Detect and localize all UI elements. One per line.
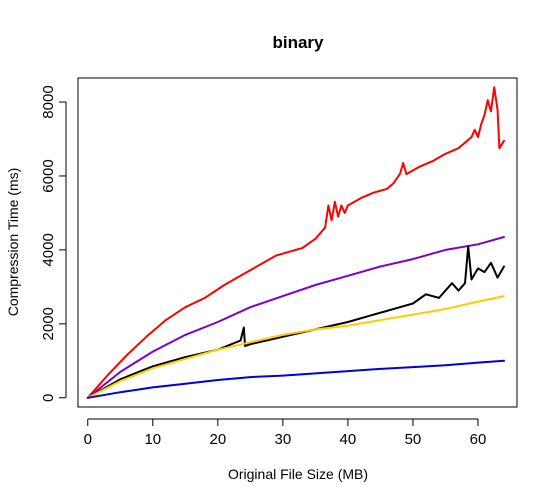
series-line-4 [86,295,505,399]
y-tick-label: 2000 [40,307,57,340]
x-axis: 0 10 20 30 40 50 60 [84,418,487,448]
series-line-3 [86,245,505,399]
y-tick-label: 6000 [40,159,57,192]
series-layer [86,86,505,399]
series-line-2 [86,236,505,399]
y-tick-label: 8000 [40,85,57,118]
x-tick-label: 50 [405,431,422,448]
x-axis-label: Original File Size (MB) [228,466,368,482]
x-tick-label: 60 [470,431,487,448]
x-tick-label: 0 [84,431,92,448]
x-tick-label: 40 [340,431,357,448]
y-axis-label: Compression Time (ms) [5,168,21,317]
chart-title: binary [272,33,324,52]
x-tick-label: 20 [209,431,226,448]
x-tick-label: 30 [275,431,292,448]
y-tick-label: 4000 [40,233,57,266]
x-tick-label: 10 [144,431,161,448]
y-tick-label: 0 [40,394,57,402]
y-axis: 0 2000 4000 6000 8000 [40,85,67,402]
series-line-1 [86,86,505,399]
series-line-5 [86,359,505,399]
plot-frame [77,77,518,408]
